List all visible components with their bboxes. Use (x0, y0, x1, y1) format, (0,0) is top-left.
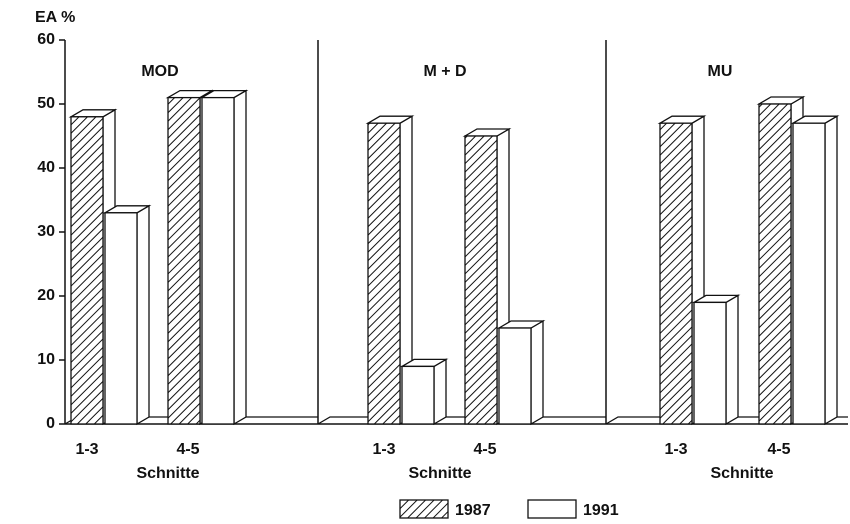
x-tick-label: 4-5 (767, 441, 790, 458)
bar (464, 135, 498, 425)
legend-swatch (399, 499, 449, 519)
legend-label: 1987 (455, 502, 491, 519)
x-tick-label: 1-3 (372, 441, 395, 458)
bar (401, 365, 435, 425)
legend-label: 1991 (583, 502, 619, 519)
panel-title: M + D (423, 63, 466, 80)
bar-side (233, 89, 247, 426)
bar (693, 301, 727, 425)
bar-side (136, 204, 150, 426)
y-tick-label: 30 (37, 223, 55, 240)
y-tick-label: 20 (37, 287, 55, 304)
x-axis-label: Schnitte (136, 465, 199, 482)
bar-side (824, 115, 838, 426)
bar-side (433, 358, 447, 426)
x-axis-label: Schnitte (710, 465, 773, 482)
bar (367, 122, 401, 425)
y-tick-label: 10 (37, 351, 55, 368)
panel-title: MU (708, 63, 733, 80)
x-axis-label: Schnitte (408, 465, 471, 482)
panel-title: MOD (141, 63, 178, 80)
x-tick-label: 4-5 (473, 441, 496, 458)
bar-side (725, 294, 739, 426)
bar (758, 103, 792, 425)
bar (498, 327, 532, 425)
bar (70, 116, 104, 425)
y-tick-label: 50 (37, 95, 55, 112)
bar-side (530, 319, 544, 426)
y-tick-label: 60 (37, 31, 55, 48)
legend-swatch (527, 499, 577, 519)
bar (659, 122, 693, 425)
x-tick-label: 1-3 (664, 441, 687, 458)
x-tick-label: 4-5 (176, 441, 199, 458)
bar (167, 96, 201, 425)
bar (201, 96, 235, 425)
y-axis-label: EA % (35, 9, 75, 26)
bar (104, 212, 138, 425)
y-tick-label: 0 (46, 415, 55, 432)
y-tick-label: 40 (37, 159, 55, 176)
x-tick-label: 1-3 (75, 441, 98, 458)
floor (317, 416, 606, 425)
bar (792, 122, 826, 425)
